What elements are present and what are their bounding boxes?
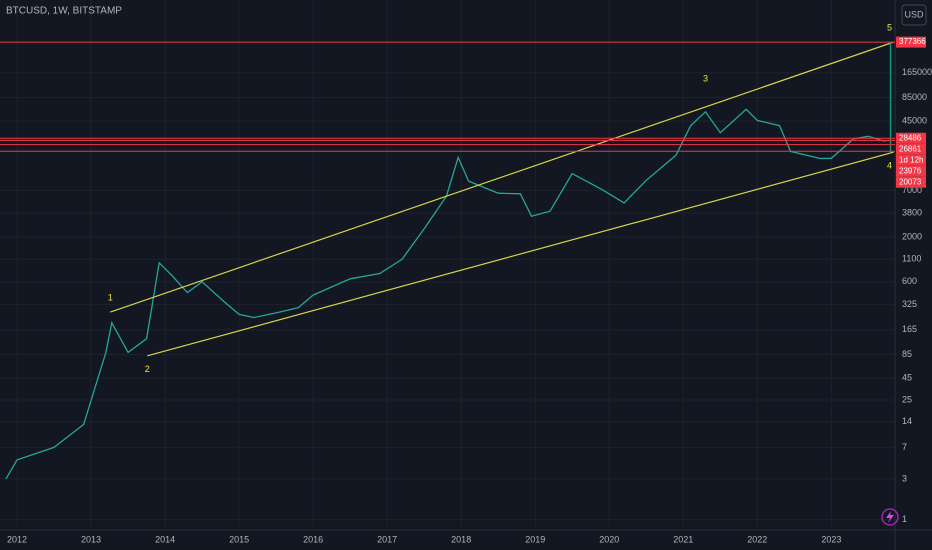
currency-button[interactable] — [901, 4, 927, 26]
x-tick-label: 2015 — [229, 534, 249, 544]
y-tick-label: 3 — [902, 473, 907, 483]
y-tick-label: 2000 — [902, 231, 922, 241]
level-tag — [896, 132, 926, 144]
x-tick-label: 2019 — [525, 534, 545, 544]
level-tag-label: 23976 — [899, 166, 922, 175]
y-tick-label: 1100 — [902, 254, 921, 264]
logo — [881, 508, 899, 526]
level-tag — [896, 165, 926, 177]
currency-label[interactable]: USD — [904, 9, 924, 19]
level-tag — [896, 154, 926, 166]
y-tick-label: 45000 — [902, 116, 927, 126]
y-tick-label: 85 — [902, 349, 912, 359]
level-tag-label: 377366 — [899, 37, 926, 46]
y-tick-label: 45 — [902, 373, 912, 383]
wave-label: 3 — [703, 73, 708, 83]
y-tick-label: 3800 — [902, 208, 922, 218]
level-tag — [896, 36, 926, 48]
level-tag-label: 28486 — [899, 133, 922, 142]
level-tag-label: 26861 — [899, 144, 922, 153]
level-tag-label: 1d 12h — [899, 155, 923, 164]
x-tick-label: 2017 — [377, 534, 397, 544]
channel-line — [147, 151, 894, 357]
y-tick-label: 85000 — [902, 92, 927, 102]
x-tick-label: 2013 — [81, 534, 101, 544]
y-tick-label: 14 — [902, 416, 912, 426]
y-tick-label: 7 — [902, 442, 907, 452]
x-tick-label: 2020 — [599, 534, 619, 544]
wave-label: 4 — [887, 160, 892, 170]
level-tag — [896, 143, 926, 155]
x-tick-label: 2012 — [7, 534, 27, 544]
wave-label: 5 — [887, 22, 892, 32]
y-tick-label: 7000 — [902, 185, 922, 195]
x-tick-label: 2016 — [303, 534, 323, 544]
chart-title: BTCUSD, 1W, BITSTAMP — [6, 6, 122, 17]
y-tick-label: 325 — [902, 299, 917, 309]
y-tick-label: 600 — [902, 276, 917, 286]
x-tick-label: 2022 — [747, 534, 767, 544]
wave-label: 2 — [145, 364, 150, 374]
channel-line — [110, 41, 894, 313]
x-tick-label: 2018 — [451, 534, 471, 544]
wave-label: 1 — [108, 292, 113, 302]
x-tick-label: 2023 — [821, 534, 841, 544]
x-tick-label: 2014 — [155, 534, 175, 544]
level-tag — [896, 176, 926, 188]
level-tag-label: 20073 — [899, 177, 922, 186]
logo-bolt — [886, 511, 894, 523]
y-tick-label: 165 — [902, 324, 917, 334]
y-tick-label: 25 — [902, 394, 912, 404]
y-tick-label: 165000 — [902, 67, 932, 77]
price-line — [5, 108, 890, 480]
x-tick-label: 2021 — [673, 534, 693, 544]
y-tick-label: 1 — [902, 514, 907, 524]
